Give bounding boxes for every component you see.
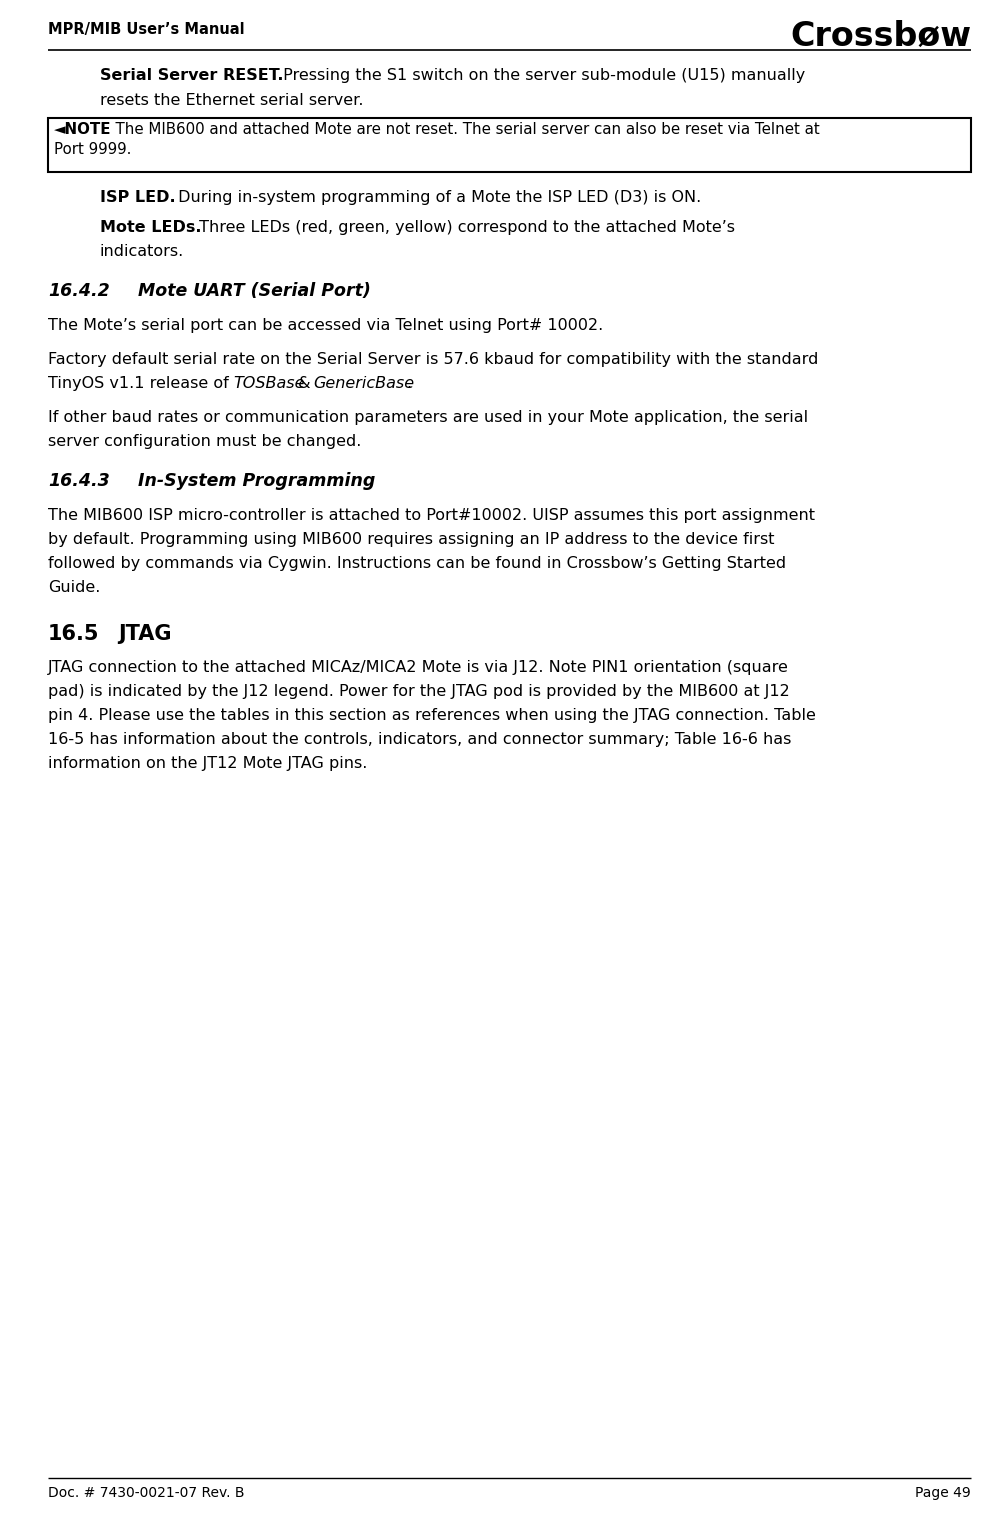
Text: by default. Programming using MIB600 requires assigning an IP address to the dev: by default. Programming using MIB600 req…	[48, 532, 774, 547]
Text: 16.4.3: 16.4.3	[48, 472, 110, 490]
Text: server configuration must be changed.: server configuration must be changed.	[48, 434, 362, 449]
Text: Factory default serial rate on the Serial Server is 57.6 kbaud for compatibility: Factory default serial rate on the Seria…	[48, 352, 818, 367]
Text: &: &	[293, 376, 316, 391]
Text: GenericBase: GenericBase	[313, 376, 414, 391]
Text: Port 9999.: Port 9999.	[54, 142, 131, 157]
Text: TOSBase: TOSBase	[233, 376, 305, 391]
Text: indicators.: indicators.	[100, 244, 184, 259]
Text: Three LEDs (red, green, yellow) correspond to the attached Mote’s: Three LEDs (red, green, yellow) correspo…	[194, 219, 735, 235]
Text: Mote UART (Serial Port): Mote UART (Serial Port)	[138, 282, 371, 300]
Text: 16-5 has information about the controls, indicators, and connector summary; Tabl: 16-5 has information about the controls,…	[48, 733, 791, 746]
Text: ◄NOTE: ◄NOTE	[54, 122, 112, 137]
Text: resets the Ethernet serial server.: resets the Ethernet serial server.	[100, 93, 364, 108]
Text: Doc. # 7430-0021-07 Rev. B: Doc. # 7430-0021-07 Rev. B	[48, 1486, 245, 1500]
Text: pin 4. Please use the tables in this section as references when using the JTAG c: pin 4. Please use the tables in this sec…	[48, 708, 816, 723]
Text: pad) is indicated by the J12 legend. Power for the JTAG pod is provided by the M: pad) is indicated by the J12 legend. Pow…	[48, 684, 789, 699]
Text: The MIB600 ISP micro-controller is attached to Port#10002. UISP assumes this por: The MIB600 ISP micro-controller is attac…	[48, 509, 815, 522]
Text: In-System Programming: In-System Programming	[138, 472, 376, 490]
Text: JTAG: JTAG	[118, 624, 172, 644]
Text: Serial Server RESET.: Serial Server RESET.	[100, 69, 284, 82]
Text: Guide.: Guide.	[48, 580, 100, 595]
Text: If other baud rates or communication parameters are used in your Mote applicatio: If other baud rates or communication par…	[48, 410, 808, 425]
Text: Crossbøw: Crossbøw	[790, 20, 971, 53]
Text: ISP LED.: ISP LED.	[100, 190, 176, 206]
Text: MPR/MIB User’s Manual: MPR/MIB User’s Manual	[48, 21, 245, 37]
Text: The Mote’s serial port can be accessed via Telnet using Port# 10002.: The Mote’s serial port can be accessed v…	[48, 318, 603, 334]
Text: 16.4.2: 16.4.2	[48, 282, 110, 300]
Text: JTAG connection to the attached MICAz/MICA2 Mote is via J12. Note PIN1 orientati: JTAG connection to the attached MICAz/MI…	[48, 659, 789, 675]
Text: .: .	[406, 376, 411, 391]
Text: Page 49: Page 49	[915, 1486, 971, 1500]
Text: information on the JT12 Mote JTAG pins.: information on the JT12 Mote JTAG pins.	[48, 755, 368, 771]
Text: Pressing the S1 switch on the server sub-module (U15) manually: Pressing the S1 switch on the server sub…	[278, 69, 805, 82]
Text: 16.5: 16.5	[48, 624, 100, 644]
Text: During in-system programming of a Mote the ISP LED (D3) is ON.: During in-system programming of a Mote t…	[173, 190, 701, 206]
Text: The MIB600 and attached Mote are not reset. The serial server can also be reset : The MIB600 and attached Mote are not res…	[106, 122, 820, 137]
Text: followed by commands via Cygwin. Instructions can be found in Crossbow’s Getting: followed by commands via Cygwin. Instruc…	[48, 556, 786, 571]
FancyBboxPatch shape	[48, 117, 971, 172]
Text: Mote LEDs.: Mote LEDs.	[100, 219, 202, 235]
Text: TinyOS v1.1 release of: TinyOS v1.1 release of	[48, 376, 234, 391]
